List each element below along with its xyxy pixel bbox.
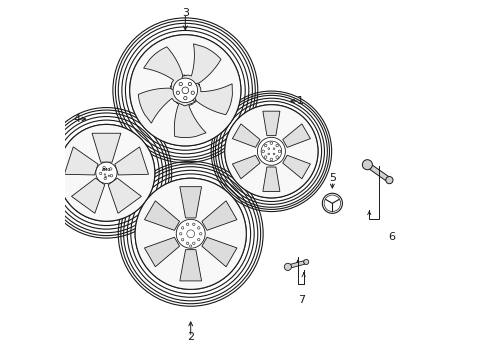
Circle shape [179,233,182,235]
Circle shape [197,227,200,229]
Circle shape [183,96,186,100]
Circle shape [197,238,200,241]
Circle shape [186,223,188,225]
Circle shape [108,175,109,176]
Circle shape [188,82,191,86]
Circle shape [303,260,308,265]
Circle shape [261,141,281,162]
Circle shape [224,105,317,198]
Polygon shape [108,178,141,213]
Circle shape [176,219,205,248]
Circle shape [181,227,183,229]
Circle shape [264,156,266,158]
Circle shape [99,172,102,175]
Circle shape [104,177,106,180]
Circle shape [109,168,112,170]
Circle shape [104,176,106,178]
Polygon shape [180,187,201,218]
Polygon shape [183,75,232,115]
Polygon shape [143,47,182,104]
Polygon shape [180,249,201,281]
Polygon shape [92,133,121,162]
Polygon shape [369,165,387,181]
Circle shape [181,238,183,241]
Polygon shape [202,237,237,267]
Circle shape [262,150,264,153]
Text: 5: 5 [328,173,335,183]
Polygon shape [71,178,104,213]
Circle shape [267,148,269,149]
Text: 7: 7 [297,295,304,305]
Text: 2: 2 [187,332,194,342]
Circle shape [173,78,197,103]
Polygon shape [232,124,260,147]
Circle shape [110,175,112,177]
Polygon shape [263,167,279,192]
Circle shape [176,91,179,94]
Circle shape [186,230,194,238]
Circle shape [273,153,274,155]
Polygon shape [290,261,304,268]
Circle shape [135,178,246,289]
Polygon shape [64,147,98,175]
Circle shape [385,176,392,184]
Circle shape [192,223,195,225]
Circle shape [129,35,241,146]
Circle shape [179,82,182,86]
Circle shape [273,148,274,149]
Polygon shape [202,201,237,230]
Text: AMG: AMG [102,168,111,172]
Circle shape [264,144,266,147]
Circle shape [58,125,155,221]
Text: 3: 3 [182,8,188,18]
Polygon shape [144,237,179,267]
Circle shape [257,137,285,165]
Polygon shape [138,88,195,123]
Circle shape [182,87,188,94]
Circle shape [284,263,291,270]
Circle shape [362,160,372,170]
Circle shape [104,174,105,175]
Circle shape [186,242,188,244]
Circle shape [192,242,195,244]
Polygon shape [170,44,221,87]
Polygon shape [282,155,310,179]
Circle shape [275,156,278,158]
Text: 1: 1 [296,96,303,106]
Circle shape [275,144,278,147]
Polygon shape [282,124,310,147]
Text: 4: 4 [73,114,80,124]
Circle shape [96,162,117,184]
Polygon shape [115,147,148,175]
Polygon shape [144,201,179,230]
Circle shape [199,233,202,235]
Polygon shape [174,84,205,138]
Circle shape [191,91,194,94]
Circle shape [278,150,280,153]
Polygon shape [232,155,260,179]
Circle shape [189,245,191,247]
Circle shape [269,142,272,144]
Circle shape [102,166,105,169]
Circle shape [269,158,272,161]
Text: 6: 6 [388,232,395,242]
Circle shape [267,153,269,155]
Polygon shape [263,111,279,136]
